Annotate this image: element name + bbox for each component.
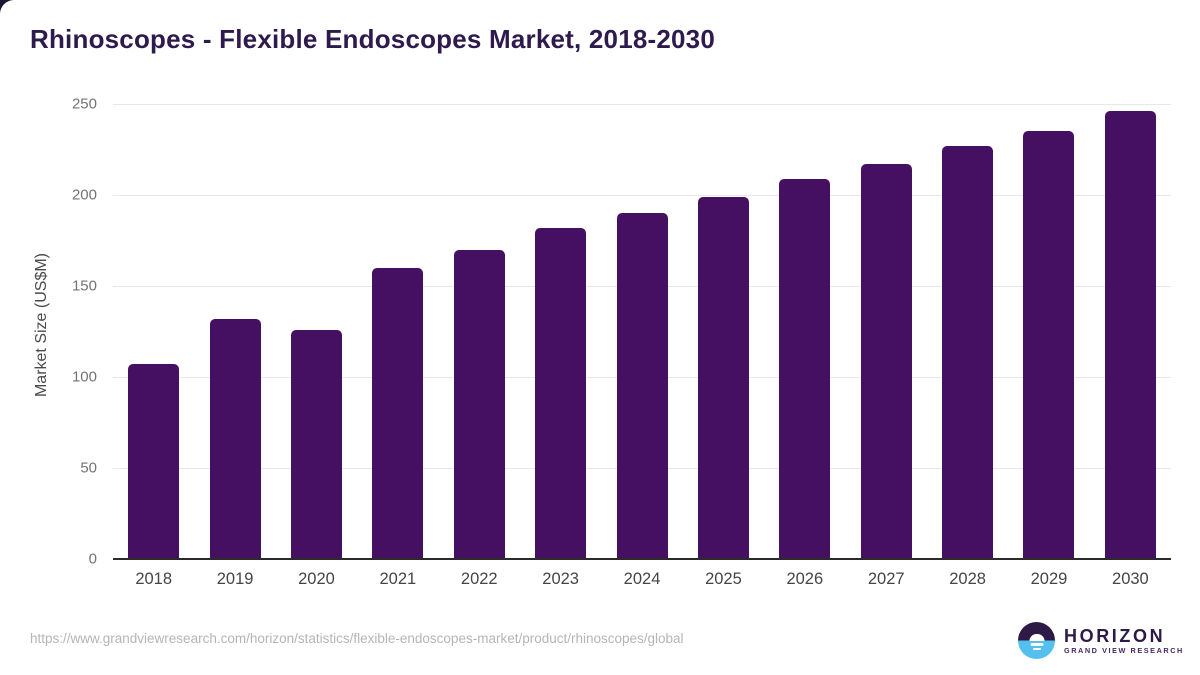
x-label-2019: 2019 [216,570,254,588]
y-tick-label-100: 100 [71,368,97,386]
bar-slot-2018 [113,104,194,559]
bar-slot-2019 [194,104,275,559]
bar-slot-2020 [276,104,357,559]
y-tick-label-150: 150 [71,277,97,295]
bars [113,104,1171,559]
x-axis-line [113,558,1171,560]
x-label-2023: 2023 [542,570,579,588]
bar-slot-2028 [927,104,1008,559]
bar-slot-2030 [1090,104,1171,559]
y-tick-label-50: 50 [80,459,97,477]
bar-2018 [128,364,180,559]
reflection-line-1 [1030,643,1043,646]
x-label-2029: 2029 [1030,570,1068,588]
x-label-2018: 2018 [135,570,173,588]
sun-notch-shape [1029,633,1044,641]
bar-2027 [860,164,912,559]
x-axis-labels: 2018 2019 2020 2021 2022 2023 2024 2025 2026 2027… [113,570,1171,589]
horizon-sunrise-icon [1018,622,1055,659]
bar-slot-2027 [846,104,927,559]
bar-2022 [453,249,505,559]
x-label-2021: 2021 [379,570,417,588]
gridline-200 [113,195,1171,196]
rounded-frame-corner-artifact [0,0,14,14]
bar-slot-2024 [601,104,682,559]
x-label-2026: 2026 [786,570,824,588]
bar-2026 [779,178,831,559]
reflection-line-2 [1032,647,1041,651]
gridline-250 [113,104,1171,105]
bar-2028 [942,145,994,559]
y-tick-label-0: 0 [88,550,97,568]
bar-slot-2026 [764,104,845,559]
bar-2019 [209,318,261,559]
bar-slot-2022 [439,104,520,559]
x-label-2022: 2022 [460,570,498,588]
x-label-2028: 2028 [949,570,986,588]
bar-slot-2029 [1008,104,1089,559]
bar-2023 [535,227,587,559]
x-label-2027: 2027 [867,570,905,588]
bar-slot-2023 [520,104,601,559]
x-label-2030: 2030 [1112,570,1149,588]
bar-2029 [1023,131,1075,559]
logo-text: HORIZON GRAND VIEW RESEARCH [1064,627,1184,654]
logo-subtitle: GRAND VIEW RESEARCH [1064,645,1184,655]
chart-title: Rhinoscopes - Flexible Endoscopes Market… [30,24,716,54]
x-label-2025: 2025 [705,570,742,588]
bar-slot-2021 [357,104,438,559]
x-label-2024: 2024 [623,570,661,588]
bar-2024 [616,213,668,559]
plot-area [113,104,1171,559]
logo-name: HORIZON [1064,625,1166,646]
x-label-2020: 2020 [298,570,335,588]
bar-slot-2025 [683,104,764,559]
horizon-logo: HORIZON GRAND VIEW RESEARCH [1018,622,1184,659]
y-tick-label-250: 250 [71,95,97,113]
bar-2021 [372,267,424,559]
bar-2025 [697,196,749,559]
y-tick-label-200: 200 [71,186,97,204]
bar-2020 [290,329,342,559]
bar-2030 [1104,111,1156,559]
y-ticks: 0 50 100 150 200 250 [40,96,97,568]
source-url: https://www.grandviewresearch.com/horizo… [30,631,684,646]
